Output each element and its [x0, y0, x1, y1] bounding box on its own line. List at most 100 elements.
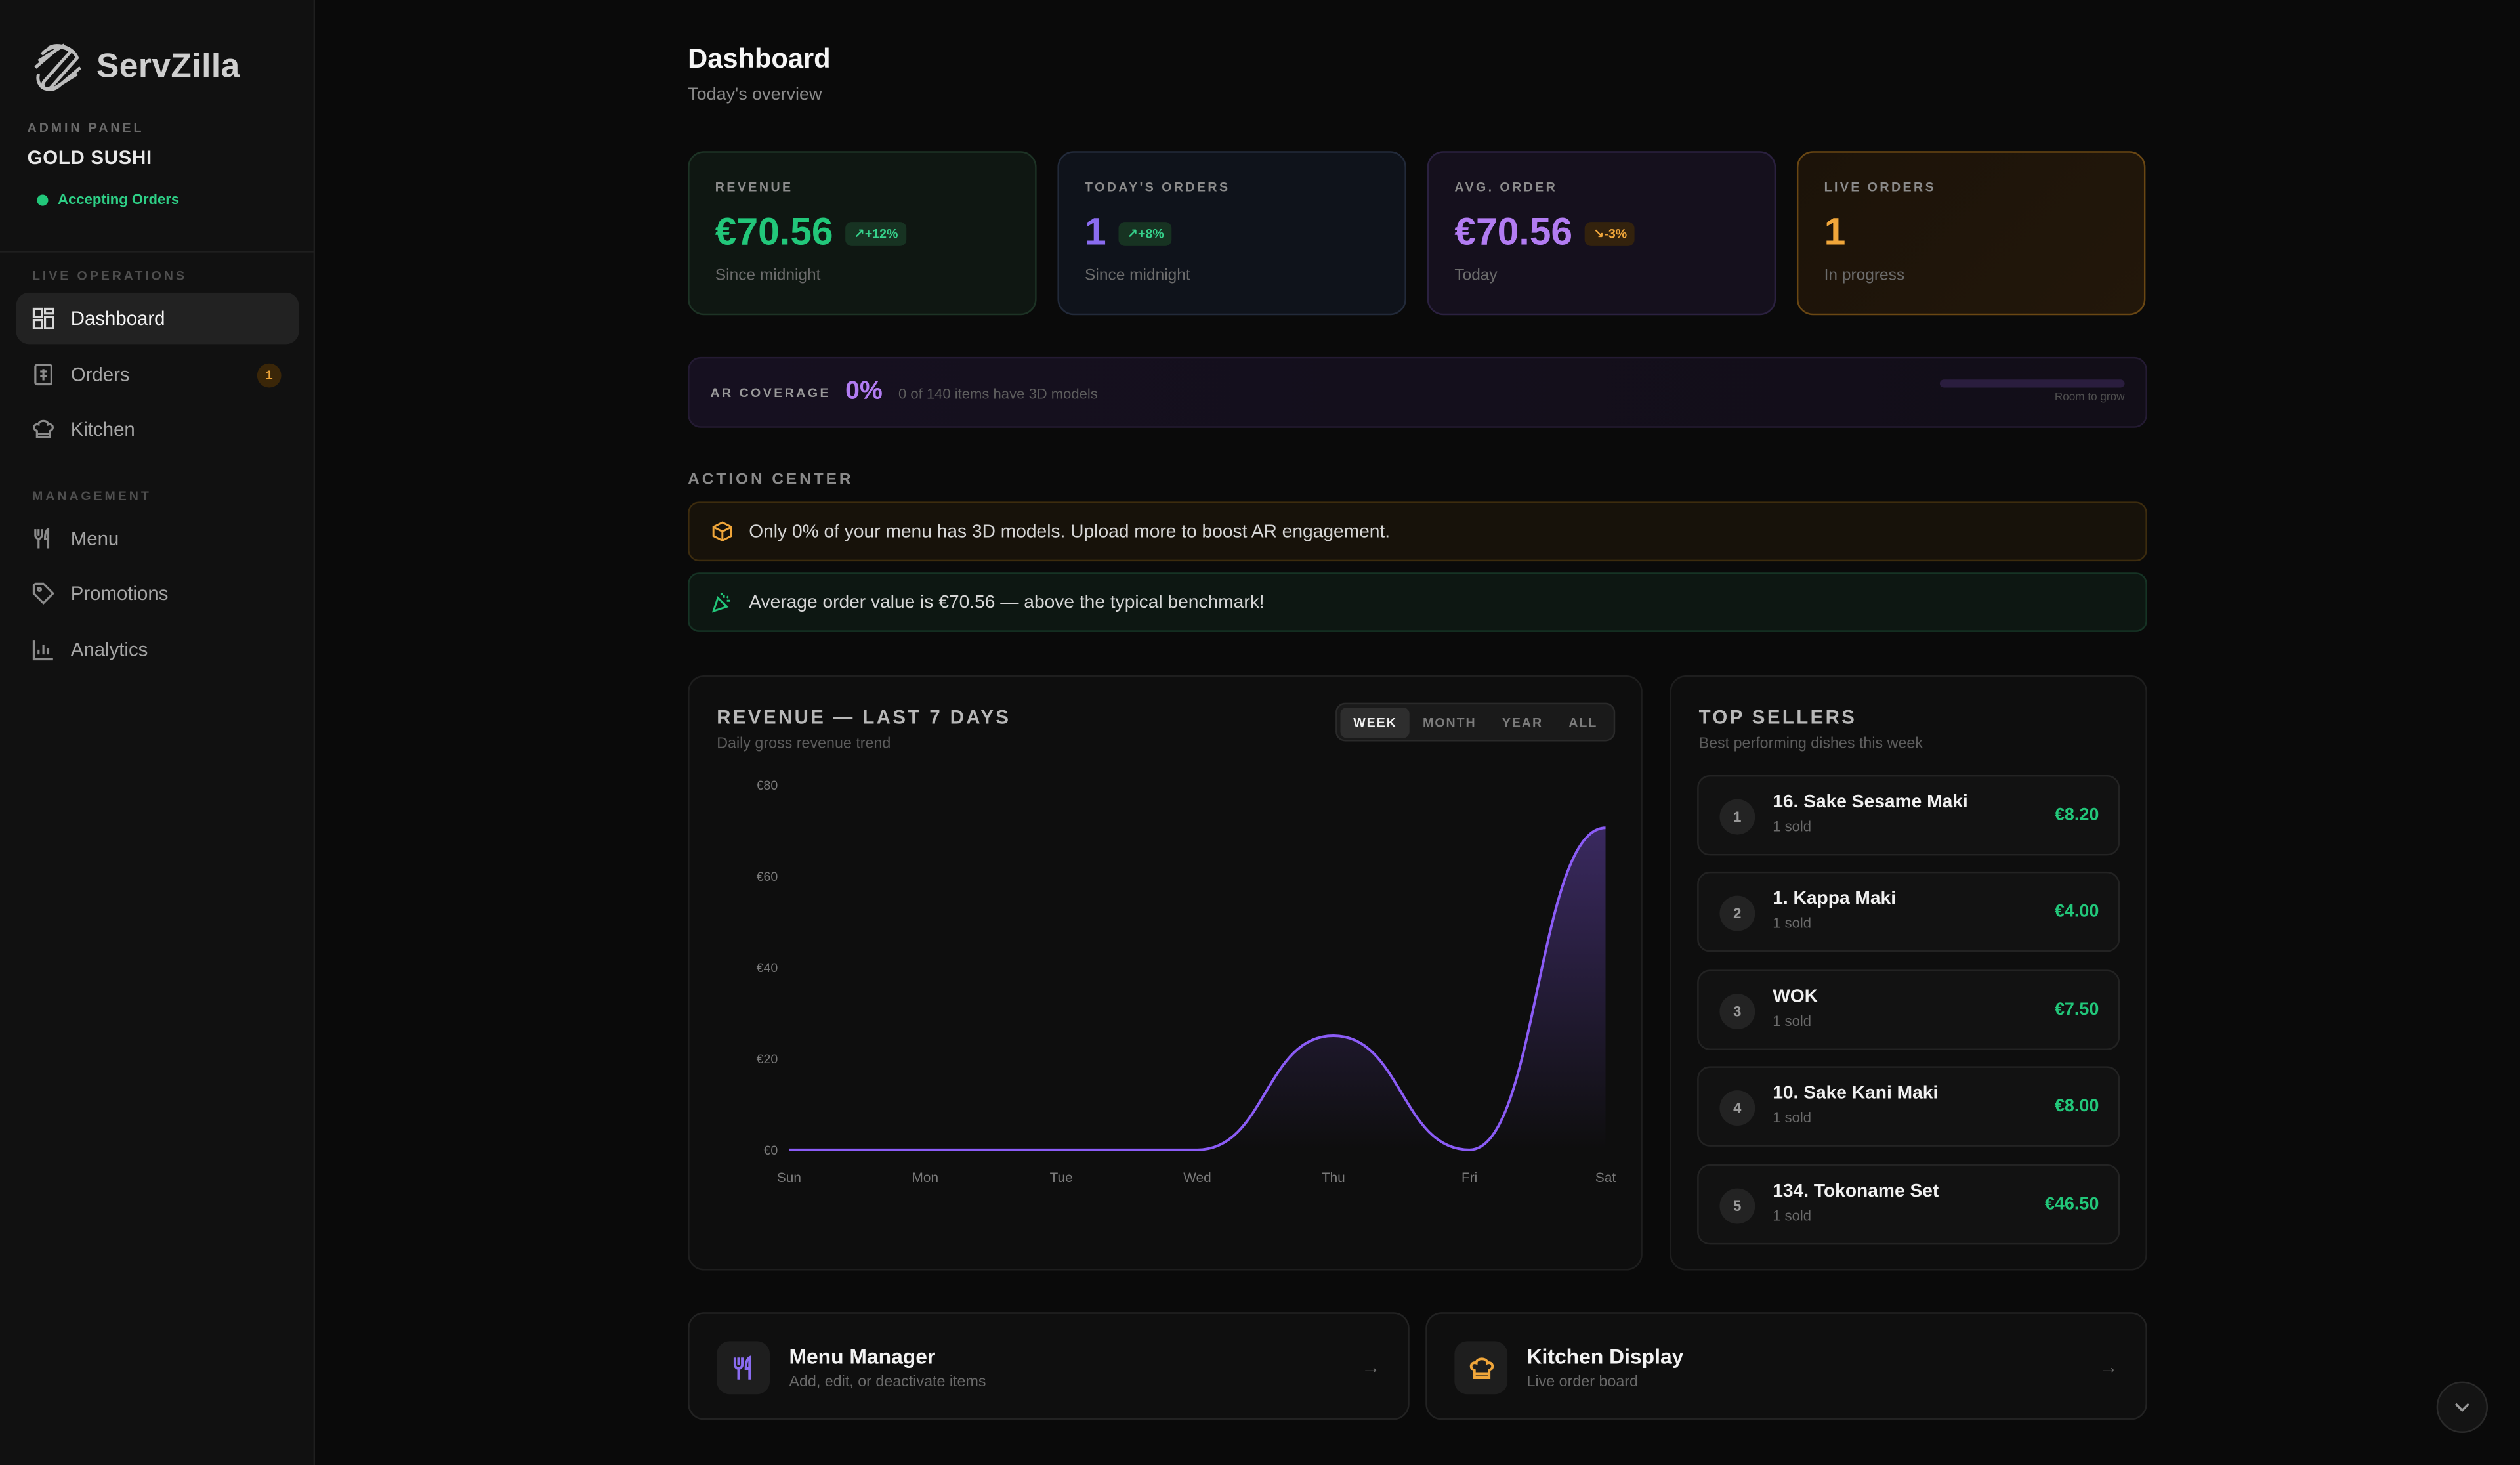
sidebar-item-orders[interactable]: Orders 1 — [16, 349, 299, 400]
seller-item[interactable]: 1 16. Sake Sesame Maki 1 sold €8.20 — [1697, 775, 2120, 856]
stat-subtitle: Since midnight — [715, 266, 821, 285]
stat-label: TODAY'S ORDERS — [1085, 180, 1230, 195]
section-label-management: MANAGEMENT — [32, 488, 152, 503]
dashboard-icon — [32, 307, 54, 329]
brand[interactable]: ServZilla — [29, 39, 240, 96]
status-dot-icon — [37, 194, 49, 205]
stat-delta-badge: ↘-3% — [1585, 221, 1635, 245]
kitchen-display-icon-tile — [1454, 1341, 1508, 1395]
x-tick-label: Wed — [1183, 1170, 1211, 1185]
quick-link-title: Kitchen Display — [1526, 1344, 1684, 1369]
quick-link-title: Menu Manager — [789, 1344, 936, 1369]
seller-price: €46.50 — [2044, 1195, 2099, 1214]
stat-card-avg-order: AVG. ORDER €70.56 ↘-3% Today — [1427, 151, 1776, 316]
top-sellers-panel: TOP SELLERS Best performing dishes this … — [1670, 675, 2147, 1271]
seller-sold: 1 sold — [1773, 1013, 1812, 1030]
seller-item[interactable]: 4 10. Sake Kani Maki 1 sold €8.00 — [1697, 1066, 2120, 1147]
stat-delta-badge: ↗+12% — [846, 221, 906, 245]
x-tick-label: Mon — [912, 1170, 938, 1185]
stat-card-revenue: REVENUE €70.56 ↗+12% Since midnight — [688, 151, 1037, 316]
ar-coverage-value: 0% — [845, 377, 883, 406]
y-tick-label: €60 — [757, 870, 778, 884]
alert-3d-models[interactable]: Only 0% of your menu has 3D models. Uplo… — [688, 501, 2147, 562]
orders-count-badge: 1 — [257, 363, 282, 388]
bar-chart-icon — [32, 640, 53, 661]
stat-delta-badge: ↗+8% — [1119, 221, 1173, 245]
x-tick-label: Sun — [777, 1170, 801, 1185]
seller-price: €8.20 — [2054, 805, 2099, 825]
stat-value: €70.56 — [715, 210, 833, 255]
x-tick-label: Fri — [1461, 1170, 1477, 1185]
range-week-button[interactable]: WEEK — [1340, 706, 1410, 738]
seller-rank: 4 — [1719, 1090, 1755, 1126]
utensils-icon — [34, 527, 50, 549]
seller-sold: 1 sold — [1773, 818, 1812, 835]
menu-manager-card[interactable]: Menu Manager Add, edit, or deactivate it… — [688, 1312, 1410, 1420]
tag-icon — [32, 582, 55, 605]
store-name: GOLD SUSHI — [27, 146, 152, 169]
y-tick-label: €80 — [757, 778, 778, 793]
sidebar-item-promotions[interactable]: Promotions — [16, 568, 299, 619]
seller-name: WOK — [1773, 987, 1818, 1007]
sidebar-divider — [0, 251, 316, 253]
seller-name: 16. Sake Sesame Maki — [1773, 792, 1968, 813]
seller-item[interactable]: 2 1. Kappa Maki 1 sold €4.00 — [1697, 871, 2120, 952]
range-selector: WEEK MONTH YEAR ALL — [1335, 702, 1616, 742]
quick-link-subtitle: Live order board — [1526, 1373, 1638, 1391]
chart-title: REVENUE — LAST 7 DAYS — [717, 706, 1011, 729]
utensils-icon — [732, 1355, 751, 1379]
range-month-button[interactable]: MONTH — [1423, 715, 1477, 730]
sidebar-item-dashboard[interactable]: Dashboard — [16, 292, 299, 345]
stat-value: 1 — [1824, 210, 1846, 255]
seller-rank: 3 — [1719, 994, 1755, 1030]
brand-name: ServZilla — [96, 48, 240, 85]
seller-price: €8.00 — [2054, 1096, 2099, 1116]
chef-hat-icon — [1469, 1357, 1493, 1378]
range-year-button[interactable]: YEAR — [1502, 715, 1544, 730]
ar-coverage-note: 0 of 140 items have 3D models — [898, 386, 1098, 402]
top-sellers-title: TOP SELLERS — [1698, 706, 1857, 729]
range-all-button[interactable]: ALL — [1568, 715, 1598, 730]
ar-coverage-label: AR COVERAGE — [710, 386, 831, 401]
quick-link-subtitle: Add, edit, or deactivate items — [789, 1373, 986, 1391]
seller-sold: 1 sold — [1773, 915, 1812, 931]
stat-value: 1 — [1085, 210, 1106, 255]
kitchen-display-card[interactable]: Kitchen Display Live order board → — [1425, 1312, 2147, 1420]
sidebar-item-label: Orders — [70, 363, 130, 387]
seller-rank: 5 — [1719, 1188, 1755, 1224]
trend-down-icon: ↘ — [1593, 226, 1605, 241]
seller-name: 134. Tokoname Set — [1773, 1181, 1939, 1202]
receipt-icon — [34, 364, 52, 386]
stat-card-orders: TODAY'S ORDERS 1 ↗+8% Since midnight — [1057, 151, 1406, 316]
arrow-right-icon: → — [1361, 1355, 1381, 1378]
seller-item[interactable]: 5 134. Tokoname Set 1 sold €46.50 — [1697, 1164, 2120, 1245]
seller-sold: 1 sold — [1773, 1109, 1812, 1126]
sidebar-item-menu[interactable]: Menu — [16, 513, 299, 564]
sidebar-item-kitchen[interactable]: Kitchen — [16, 404, 299, 455]
trend-up-icon: ↗ — [1127, 226, 1139, 241]
x-tick-label: Tue — [1050, 1170, 1073, 1185]
chevron-down-icon — [2454, 1403, 2469, 1412]
page-title: Dashboard — [688, 43, 831, 74]
y-tick-label: €20 — [757, 1052, 778, 1067]
sidebar: ServZilla ADMIN PANEL GOLD SUSHI Accepti… — [0, 0, 316, 1465]
seller-sold: 1 sold — [1773, 1207, 1812, 1224]
sidebar-item-label: Dashboard — [70, 307, 165, 330]
section-label-live-operations: LIVE OPERATIONS — [32, 268, 187, 284]
action-center-title: ACTION CENTER — [688, 471, 854, 489]
admin-panel-label: ADMIN PANEL — [27, 120, 144, 135]
stat-subtitle: Since midnight — [1085, 266, 1190, 285]
stat-label: REVENUE — [715, 180, 793, 195]
seller-rank: 2 — [1719, 895, 1755, 931]
scroll-down-button[interactable] — [2436, 1381, 2488, 1433]
seller-price: €4.00 — [2054, 902, 2099, 922]
alert-avg-order[interactable]: Average order value is €70.56 — above th… — [688, 572, 2147, 632]
seller-item[interactable]: 3 WOK 1 sold €7.50 — [1697, 969, 2120, 1050]
servzilla-logo-icon — [34, 43, 82, 92]
alert-text: Average order value is €70.56 — above th… — [749, 592, 1265, 612]
stat-card-live-orders[interactable]: LIVE ORDERS 1 In progress — [1796, 151, 2146, 316]
sidebar-item-analytics[interactable]: Analytics — [16, 624, 299, 675]
ar-coverage-progress-track — [1939, 379, 2125, 388]
stat-subtitle: In progress — [1824, 266, 1905, 285]
seller-rank: 1 — [1719, 799, 1755, 835]
